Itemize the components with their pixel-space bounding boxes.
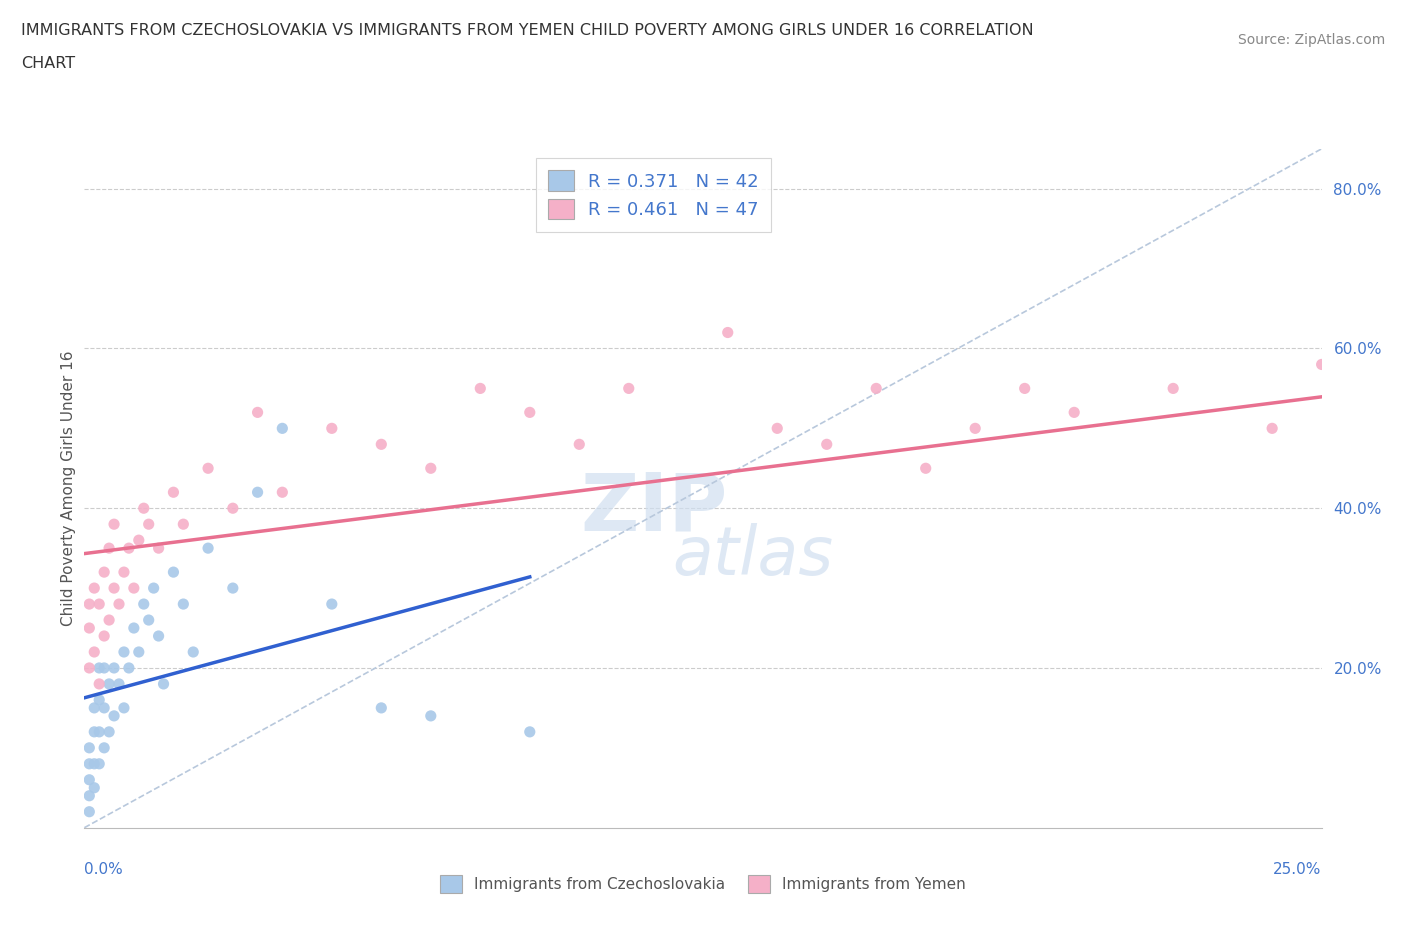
Text: 25.0%: 25.0% [1274,862,1322,877]
Point [79,740,101,755]
Point [122,580,145,595]
Text: 0.0%: 0.0% [84,862,124,877]
Point [108,676,131,691]
Point [1161,381,1184,396]
Point [79,804,101,819]
Point [112,700,135,715]
Text: IMMIGRANTS FROM CZECHOSLOVAKIA VS IMMIGRANTS FROM YEMEN CHILD POVERTY AMONG GIRL: IMMIGRANTS FROM CZECHOSLOVAKIA VS IMMIGR… [21,23,1033,38]
Point [321,597,343,612]
Point [271,485,294,499]
Text: CHART: CHART [21,56,75,71]
Point [162,565,184,579]
Point [118,660,141,675]
Point [138,613,160,628]
Point [79,660,101,675]
Point [112,565,135,579]
Point [108,597,131,612]
Point [519,724,541,739]
Point [83,780,105,795]
Point [965,421,987,436]
Point [83,724,105,739]
Point [89,724,111,739]
Point [1310,357,1333,372]
Point [89,660,111,675]
Point [617,381,640,396]
Point [271,421,294,436]
Point [148,540,170,555]
Point [132,500,155,515]
Point [79,597,101,612]
Point [246,485,269,499]
Point [93,629,115,644]
Point [112,644,135,659]
Point [519,405,541,419]
Point [122,620,145,635]
Point [93,740,115,755]
Point [118,540,141,555]
Point [83,700,105,715]
Point [717,326,740,340]
Point [197,540,219,555]
Point [132,597,155,612]
Point [222,500,245,515]
Point [766,421,789,436]
Point [246,405,269,419]
Point [103,517,125,532]
Point [98,540,121,555]
Point [162,485,184,499]
Point [1261,421,1284,436]
Point [79,772,101,787]
Y-axis label: Child Poverty Among Girls Under 16: Child Poverty Among Girls Under 16 [60,351,76,626]
Point [1336,437,1358,452]
Point [128,644,150,659]
Point [222,580,245,595]
Point [914,461,936,476]
Point [83,756,105,771]
Text: atlas: atlas [672,524,832,589]
Point [98,676,121,691]
Point [98,724,121,739]
Text: Source: ZipAtlas.com: Source: ZipAtlas.com [1237,33,1385,46]
Point [79,756,101,771]
Point [128,533,150,548]
Point [815,437,838,452]
Point [142,580,165,595]
Point [1063,405,1085,419]
Point [172,517,194,532]
Text: ZIP: ZIP [579,470,727,548]
Point [172,597,194,612]
Point [103,580,125,595]
Point [181,644,204,659]
Point [1014,381,1036,396]
Point [93,660,115,675]
Point [321,421,343,436]
Point [138,517,160,532]
Point [370,700,392,715]
Point [568,437,591,452]
Point [93,700,115,715]
Legend: Immigrants from Czechoslovakia, Immigrants from Yemen: Immigrants from Czechoslovakia, Immigran… [434,870,972,899]
Point [419,709,441,724]
Point [89,597,111,612]
Point [89,676,111,691]
Point [103,709,125,724]
Point [89,693,111,708]
Point [89,756,111,771]
Point [79,789,101,804]
Point [419,461,441,476]
Point [79,620,101,635]
Point [865,381,887,396]
Point [148,629,170,644]
Point [470,381,492,396]
Point [197,461,219,476]
Point [93,565,115,579]
Point [83,644,105,659]
Point [370,437,392,452]
Point [1360,740,1382,755]
Point [83,580,105,595]
Point [103,660,125,675]
Point [98,613,121,628]
Legend: R = 0.371   N = 42, R = 0.461   N = 47: R = 0.371 N = 42, R = 0.461 N = 47 [536,158,772,232]
Point [152,676,174,691]
